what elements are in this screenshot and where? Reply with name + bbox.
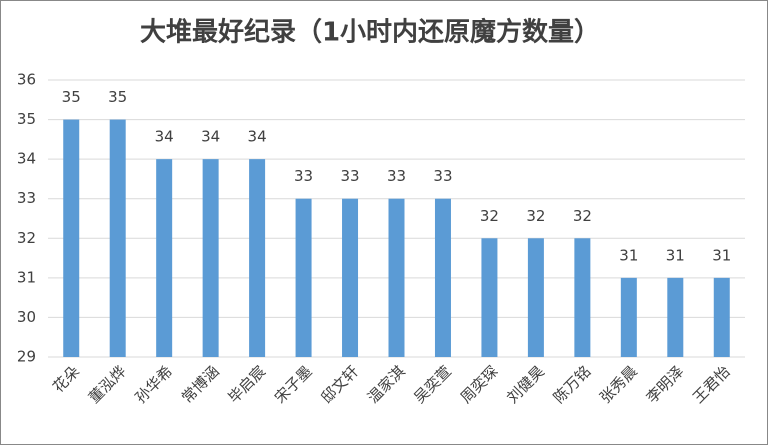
- data-label: 33: [340, 167, 359, 185]
- bar: [388, 198, 405, 357]
- bar: [249, 159, 266, 357]
- bar: [574, 238, 591, 357]
- bar: [342, 198, 359, 357]
- y-tick-label: 30: [17, 308, 36, 326]
- bar: [667, 277, 684, 357]
- data-label: 33: [294, 167, 313, 185]
- data-label: 32: [573, 207, 592, 225]
- y-tick-label: 33: [17, 189, 36, 207]
- y-tick-label: 32: [17, 229, 36, 247]
- y-tick-label: 29: [17, 348, 36, 366]
- data-label: 35: [108, 88, 127, 106]
- bar: [63, 119, 80, 357]
- data-label: 32: [480, 207, 499, 225]
- bar: [202, 159, 219, 357]
- y-tick-label: 31: [17, 268, 36, 286]
- data-label: 33: [387, 167, 406, 185]
- y-tick-label: 35: [17, 110, 36, 128]
- data-label: 35: [62, 88, 81, 106]
- bar: [295, 198, 312, 357]
- data-label: 32: [526, 207, 545, 225]
- bar: [481, 238, 498, 357]
- bar: [434, 198, 451, 357]
- chart-title: 大堆最好纪录（1小时内还原魔方数量）: [140, 17, 600, 48]
- bar: [527, 238, 544, 357]
- data-label: 34: [248, 128, 267, 146]
- data-label: 31: [619, 246, 638, 264]
- data-label: 34: [201, 128, 220, 146]
- data-label: 31: [666, 246, 685, 264]
- bar: [109, 119, 126, 357]
- data-label: 31: [712, 246, 731, 264]
- data-label: 33: [433, 167, 452, 185]
- bar: [713, 277, 730, 357]
- data-label: 34: [155, 128, 174, 146]
- y-tick-label: 36: [17, 71, 36, 89]
- bar: [620, 277, 637, 357]
- y-tick-label: 34: [17, 150, 36, 168]
- bar: [156, 159, 173, 357]
